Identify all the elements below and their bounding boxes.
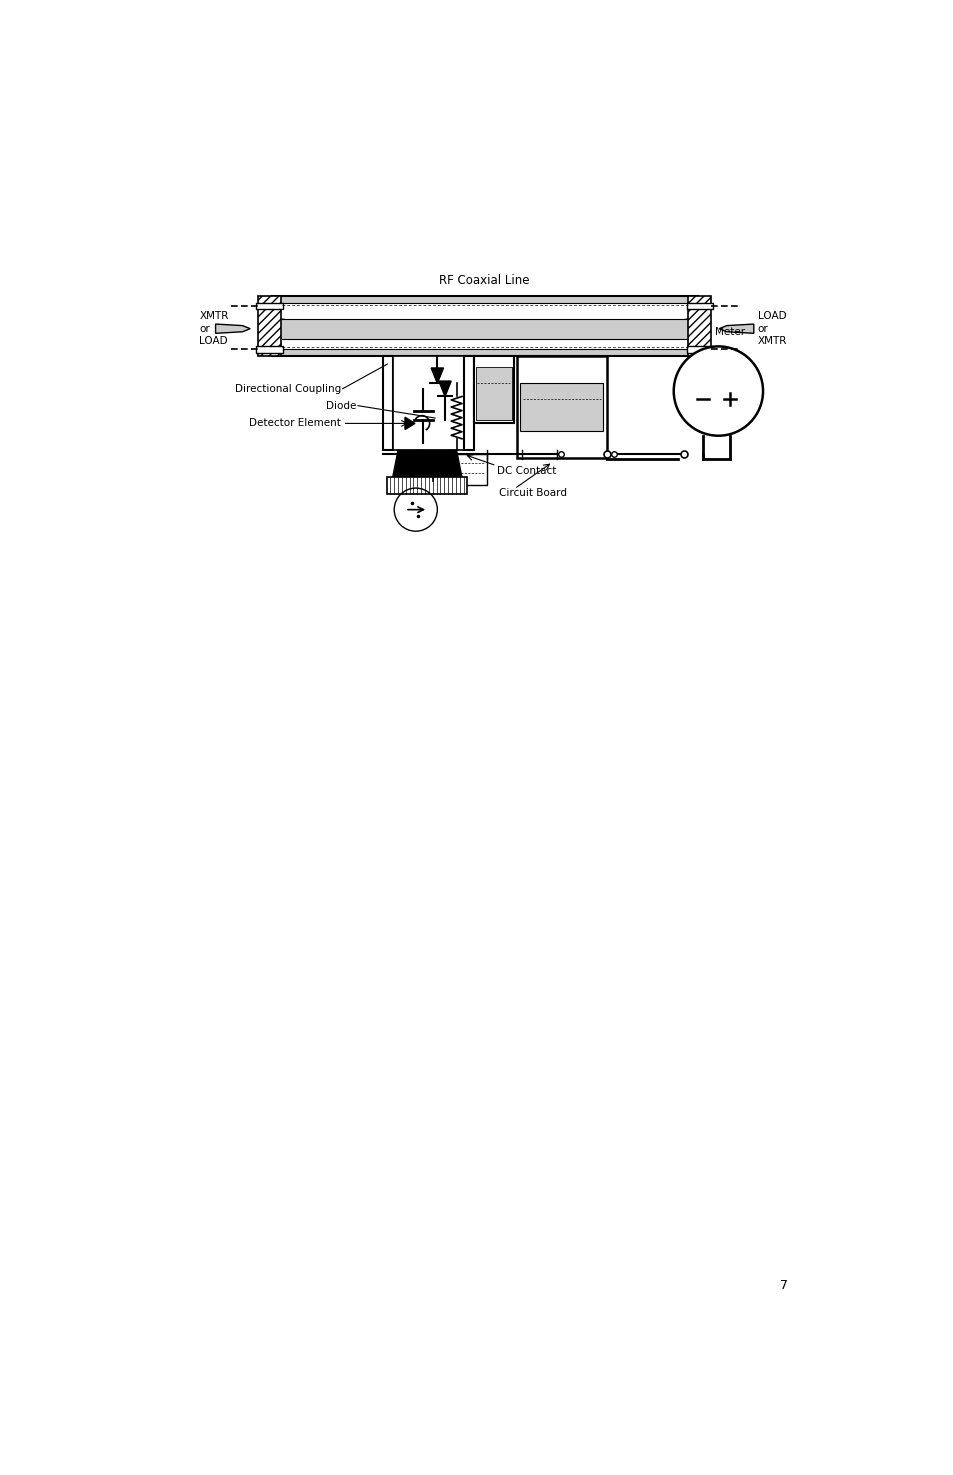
Text: Detector Element: Detector Element [249,419,341,428]
Bar [517,355,606,459]
Bar [393,355,464,450]
Bar [688,296,711,355]
Polygon shape [719,324,753,333]
Text: Circuit Board: Circuit Board [498,488,566,497]
Text: DC Contact: DC Contact [497,466,556,476]
Bar [686,347,712,353]
Bar [256,347,282,353]
Text: Diode: Diode [326,401,356,410]
Bar [256,302,282,308]
Bar [520,384,602,431]
Ellipse shape [270,319,293,338]
Text: 7: 7 [779,1279,787,1292]
Text: RF Coaxial Line: RF Coaxial Line [438,274,529,288]
Polygon shape [393,450,461,478]
Bar [383,355,393,450]
Bar [257,296,281,355]
Text: LOAD
or
XMTR: LOAD or XMTR [757,311,786,347]
Ellipse shape [676,319,699,338]
Bar [444,454,487,485]
Polygon shape [431,367,443,384]
Bar [281,320,687,339]
Bar [272,296,697,355]
Polygon shape [438,381,451,397]
Text: Meter: Meter [714,327,744,338]
Bar [277,302,691,350]
Polygon shape [405,417,415,429]
Bar [476,367,512,419]
Text: Directional Coupling: Directional Coupling [234,384,341,394]
Bar [387,478,467,494]
Polygon shape [215,324,250,333]
Circle shape [673,347,762,435]
Bar [686,302,712,308]
Bar [464,355,473,450]
Text: XMTR
or
LOAD: XMTR or LOAD [199,311,229,347]
Bar [473,355,514,423]
